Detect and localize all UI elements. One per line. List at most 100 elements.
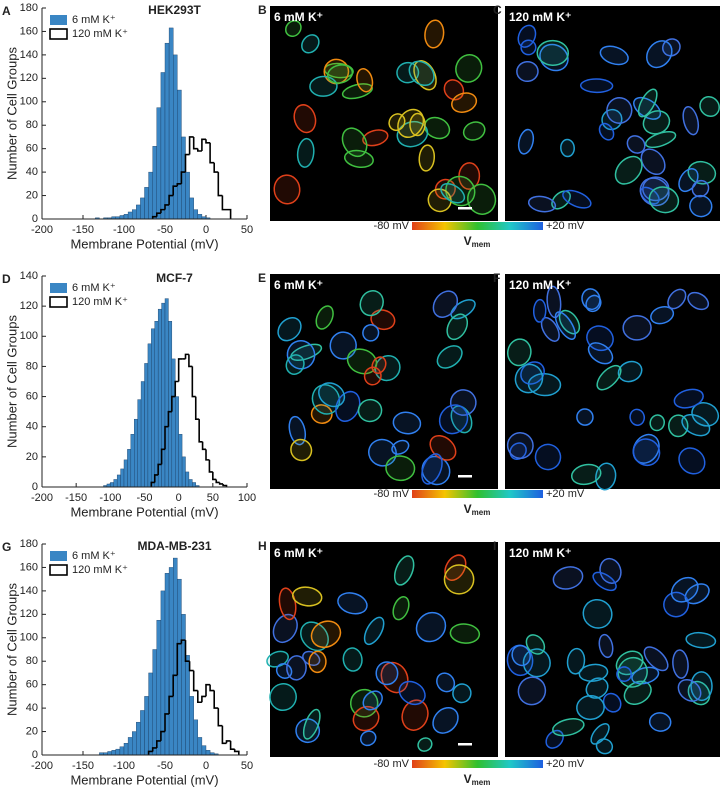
panel-label: E: [258, 271, 266, 285]
cell: [290, 438, 313, 462]
histogram-bar: [197, 737, 203, 756]
cell: [606, 97, 633, 124]
legend-label: 6 mM K⁺: [72, 550, 116, 562]
histogram-bar: [127, 737, 133, 756]
histogram-step: [164, 204, 170, 210]
cell: [642, 110, 671, 135]
histogram-step: [209, 684, 215, 692]
cell: [631, 666, 660, 685]
y-tick-label: 60: [26, 143, 38, 155]
cell: [616, 666, 633, 683]
cell: [291, 586, 323, 607]
x-tick-label: 100: [238, 492, 256, 504]
histogram-step: [172, 185, 178, 196]
cell: [341, 127, 368, 158]
cell: [536, 39, 570, 66]
cell: [687, 291, 710, 311]
histogram-step: [188, 354, 193, 368]
cell: [643, 646, 669, 672]
colorbar-title: Vmem: [464, 502, 491, 517]
cell: [576, 408, 594, 426]
cell: [293, 104, 317, 134]
cell: [438, 404, 469, 435]
panel-label: B: [258, 3, 267, 17]
colorbar-max-label: +20 mV: [546, 220, 585, 232]
histogram-step: [205, 449, 210, 461]
cell: [288, 415, 307, 446]
histogram-step: [164, 713, 170, 732]
cell: [278, 587, 297, 621]
histogram-step: [171, 395, 176, 412]
colorbar-title-main: V: [464, 234, 472, 248]
x-tick-label: -200: [31, 224, 53, 236]
cell: [318, 382, 346, 408]
colorbar-min-label: -80 mV: [374, 758, 410, 770]
cell: [551, 190, 571, 210]
colorbar-title-sub: mem: [472, 778, 491, 787]
cell: [409, 112, 426, 137]
cell: [415, 611, 447, 643]
histogram-step: [208, 459, 213, 473]
histogram-step: [172, 674, 178, 697]
cell: [392, 596, 410, 621]
histogram-bar: [185, 471, 190, 488]
x-tick-label: -50: [157, 760, 173, 772]
x-axis-label: Membrane Potential (mV): [70, 504, 218, 519]
x-tick-label: -200: [31, 492, 53, 504]
histogram-step: [157, 463, 162, 475]
colorbar-title: Vmem: [464, 772, 491, 787]
y-tick-label: 0: [32, 749, 38, 761]
scale-bar: [458, 475, 472, 478]
cell: [592, 571, 617, 592]
image-title: 120 mM K⁺: [509, 278, 571, 292]
cell: [685, 631, 717, 649]
histogram-bar: [185, 171, 190, 220]
x-tick-label: -150: [72, 760, 94, 772]
legend-label: 6 mM K⁺: [72, 14, 116, 26]
image-background: [505, 274, 720, 489]
y-tick-label: 0: [32, 213, 38, 225]
y-tick-label: 160: [20, 561, 38, 573]
cell: [359, 730, 377, 747]
colorbar: [412, 490, 543, 498]
cell: [602, 692, 622, 713]
cell: [639, 177, 670, 207]
histogram-step: [197, 690, 202, 704]
cell: [517, 676, 547, 706]
histogram-bar: [164, 42, 170, 220]
cell: [342, 647, 363, 672]
histogram-step: [205, 139, 211, 144]
cell: [362, 129, 389, 147]
cell: [272, 613, 298, 644]
colorbar-title: Vmem: [464, 234, 491, 249]
cell: [452, 683, 472, 704]
histogram-bar: [193, 719, 198, 756]
histogram-bar: [144, 363, 149, 488]
histogram-step: [222, 483, 228, 487]
cell: [301, 34, 320, 54]
histogram-step: [160, 730, 165, 741]
histogram-step: [184, 353, 189, 359]
chart-title: MCF-7: [156, 271, 193, 285]
cell: [363, 366, 382, 386]
histogram-bar: [130, 434, 135, 488]
image-background: [270, 6, 498, 221]
cell: [579, 78, 614, 94]
histogram-step: [184, 153, 190, 173]
histogram-bar: [154, 321, 159, 488]
cell: [277, 316, 302, 342]
cell: [421, 453, 443, 485]
cell: [424, 19, 445, 49]
cell: [517, 24, 537, 48]
cell: [570, 463, 602, 486]
cell: [392, 411, 422, 435]
colorbar: [412, 222, 543, 230]
histogram-step: [167, 410, 172, 427]
histogram-step: [212, 471, 217, 481]
cell: [285, 354, 305, 375]
cell: [690, 671, 713, 702]
cell: [363, 616, 385, 646]
x-tick-label: -200: [31, 760, 53, 772]
histogram-bar: [160, 72, 166, 220]
cell: [273, 174, 301, 205]
